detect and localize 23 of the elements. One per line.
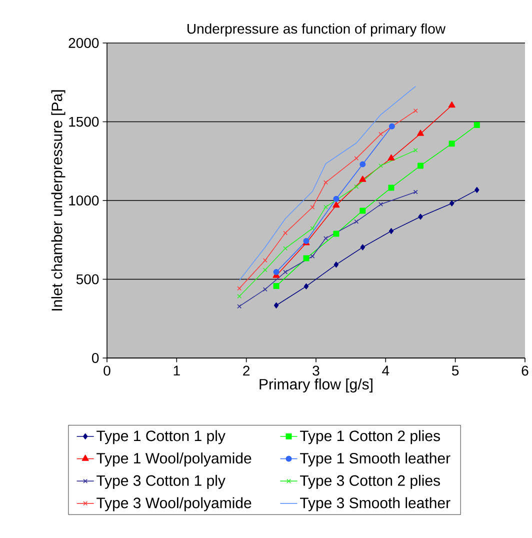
legend-label: Type 3 Wool/polyamide [96, 497, 252, 512]
legend-label: Type 1 Cotton 1 ply [96, 430, 226, 444]
y-tick-label: 1500 [69, 116, 99, 127]
legend-label: Type 1 Wool/polyamide [96, 452, 252, 467]
x-axis-title: Primary flow [g/s] [260, 378, 372, 392]
y-axis-title: Inlet chamber underpressure [Pa] [51, 90, 66, 310]
y-tick-label: 500 [76, 274, 99, 284]
legend-label: Type 3 Cotton 2 plies [300, 474, 440, 489]
x-tick-label: 5 [452, 366, 459, 376]
legend-label: Type 3 Cotton 1 ply [96, 474, 226, 489]
y-tick-label: 1000 [69, 196, 99, 206]
x-tick-label: 2 [243, 366, 250, 376]
legend-label: Type 1 Smooth leather [300, 452, 450, 467]
x-tick-label: 4 [382, 366, 390, 376]
y-tick-label: 2000 [68, 38, 99, 48]
x-tick-label: 0 [104, 366, 110, 376]
legend-label: Type 1 Cotton 2 plies [300, 430, 440, 444]
y-tick-label: 0 [92, 353, 99, 363]
x-tick-label: 6 [522, 366, 528, 376]
x-tick-label: 3 [312, 366, 320, 376]
legend-label: Type 3 Smooth leather [300, 497, 450, 512]
x-tick-label: 1 [174, 366, 180, 376]
chart-title: Underpressure as function of primary flow [187, 23, 446, 37]
